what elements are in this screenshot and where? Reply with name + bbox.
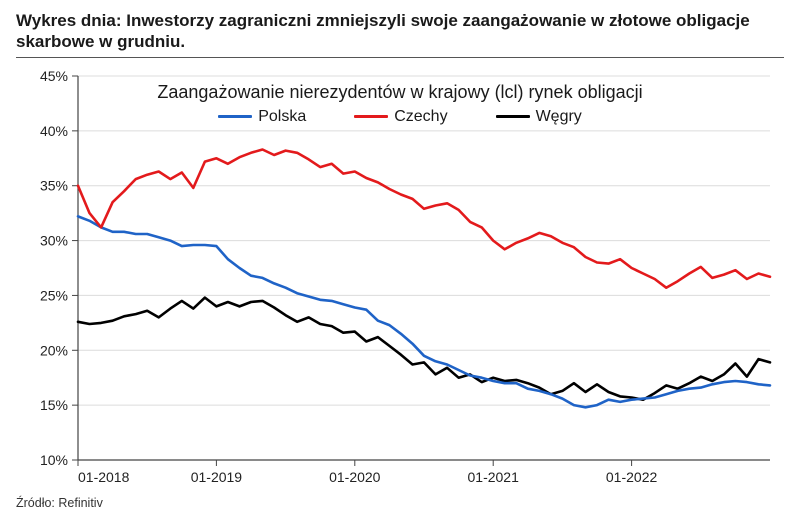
chart-container: Zaangażowanie nierezydentów w krajowy (l… <box>16 64 784 494</box>
svg-text:40%: 40% <box>40 122 68 138</box>
svg-text:45%: 45% <box>40 68 68 84</box>
svg-text:25%: 25% <box>40 287 68 303</box>
svg-text:30%: 30% <box>40 232 68 248</box>
svg-text:01-2021: 01-2021 <box>468 469 520 485</box>
svg-text:01-2019: 01-2019 <box>191 469 243 485</box>
svg-text:01-2018: 01-2018 <box>78 469 130 485</box>
page-title: Wykres dnia: Inwestorzy zagraniczni zmni… <box>16 10 784 53</box>
svg-text:01-2020: 01-2020 <box>329 469 381 485</box>
svg-text:20%: 20% <box>40 342 68 358</box>
svg-text:10%: 10% <box>40 452 68 468</box>
chart-svg: 10% 15% 20% 25% 30% 35% 40% 45% 01-2018 01-2019 01… <box>16 64 784 494</box>
svg-text:15%: 15% <box>40 397 68 413</box>
divider <box>16 57 784 58</box>
svg-text:35%: 35% <box>40 177 68 193</box>
source-label: Źródło: Refinitiv <box>16 496 784 510</box>
svg-text:01-2022: 01-2022 <box>606 469 658 485</box>
